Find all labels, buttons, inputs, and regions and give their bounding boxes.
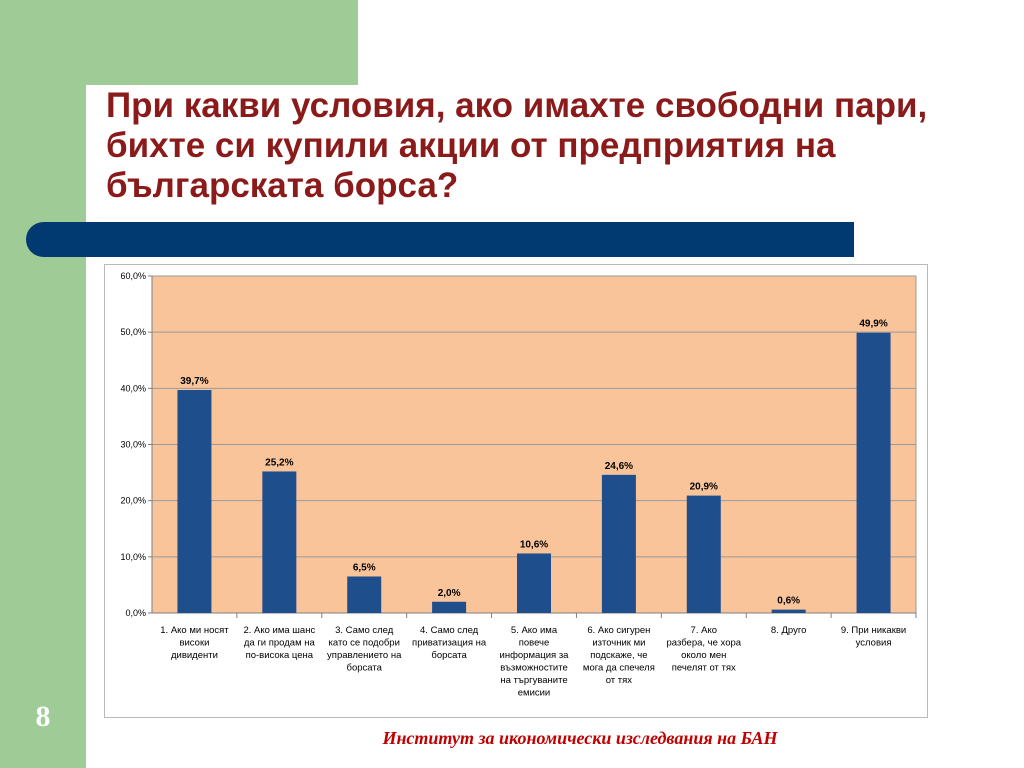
category-label-line: емисии xyxy=(518,688,551,699)
data-label: 0,6% xyxy=(777,596,800,607)
category-label-line: подскаже, че xyxy=(590,650,647,661)
category-label-line: приватизация на xyxy=(412,638,487,649)
category-label-line: 3. Само след xyxy=(335,625,394,636)
bar-chart: 0,0% 10,0% 20,0% 30,0% 40,0% 50,0% 60,0% 39,7% 1… xyxy=(120,271,917,699)
slide-title: При какви условия, ако имахте свободни п… xyxy=(106,86,966,206)
data-label: 6,5% xyxy=(353,562,376,573)
category-label: 1. Ако ми носят високи дивиденти xyxy=(160,625,229,661)
bar xyxy=(517,553,551,613)
bar xyxy=(601,474,636,613)
category-label-line: печелят от тях xyxy=(672,663,736,674)
footer-institution: Институт за икономически изследвания на … xyxy=(382,728,778,748)
data-label: 39,7% xyxy=(180,376,208,387)
category-label-line: да ги продам на xyxy=(244,638,316,649)
category-label-line: възможностите xyxy=(500,663,568,674)
category-label: 8. Друго xyxy=(771,625,806,636)
y-tick-label: 0,0% xyxy=(125,608,146,618)
category-label-line: 8. Друго xyxy=(771,625,806,636)
y-tick-label: 40,0% xyxy=(120,383,146,393)
title-line: българската борса? xyxy=(106,166,459,205)
bar xyxy=(177,390,212,613)
category-label: 9. При никакви условия xyxy=(841,625,906,649)
data-label: 2,0% xyxy=(438,588,461,599)
title-line: При какви условия, ако имахте свободни п… xyxy=(106,86,928,125)
title-line: бихте си купили акции от предприятия на xyxy=(106,126,836,165)
bar xyxy=(686,495,721,613)
data-label: 20,9% xyxy=(690,482,718,493)
bar xyxy=(347,576,382,613)
category-label-line: източник ми xyxy=(592,638,645,649)
category-label-line: 4. Само след xyxy=(420,625,479,636)
category-label-line: 1. Ако ми носят xyxy=(160,625,229,636)
bar xyxy=(432,601,467,613)
bar xyxy=(262,471,297,613)
category-label: 6. Ако сигурен източник ми подскаже, че мог… xyxy=(583,625,655,686)
category-label-line: 9. При никакви xyxy=(841,625,906,636)
y-tick-label: 30,0% xyxy=(120,440,146,450)
category-label-line: информация за xyxy=(500,650,570,661)
data-label: 24,6% xyxy=(605,461,633,472)
category-label-line: борсата xyxy=(431,650,467,661)
category-label: 2. Ако има шанс да ги продам на по-висока … xyxy=(243,625,315,661)
bar xyxy=(771,609,806,613)
category-label-line: разбера, че хора xyxy=(667,638,742,649)
y-tick-label: 10,0% xyxy=(120,552,146,562)
side-decoration-strip xyxy=(0,0,86,768)
category-label-line: около мен xyxy=(681,650,726,661)
category-label-line: високи xyxy=(179,638,209,649)
category-label-line: на търгуваните xyxy=(500,675,567,686)
data-label: 25,2% xyxy=(265,457,293,468)
category-label-line: 6. Ако сигурен xyxy=(587,625,650,636)
category-label-line: 2. Ако има шанс xyxy=(243,625,315,636)
category-label-line: от тях xyxy=(606,675,633,686)
y-tick-label: 20,0% xyxy=(120,496,146,506)
category-label-line: като се подобри xyxy=(329,638,400,649)
top-decoration-block xyxy=(86,0,358,85)
category-label-line: 5. Ако има xyxy=(511,625,558,636)
data-label: 49,9% xyxy=(859,319,887,330)
y-tick-label: 50,0% xyxy=(120,327,146,337)
category-label-line: условия xyxy=(856,638,892,649)
category-label: 4. Само след приватизация на борсата xyxy=(412,625,487,661)
category-label: 7. Ако разбера, че хора около мен печелят о… xyxy=(667,625,742,674)
chart-frame: 0,0% 10,0% 20,0% 30,0% 40,0% 50,0% 60,0% 39,7% 1… xyxy=(104,264,928,718)
category-label-line: мога да спечеля xyxy=(583,663,655,674)
category-label-line: повече xyxy=(519,638,550,649)
category-label-line: управлението на xyxy=(327,650,402,661)
y-tick-label: 60,0% xyxy=(120,271,146,281)
accent-band xyxy=(26,222,854,257)
category-label: 5. Ако има повече информация за възможности… xyxy=(500,625,570,699)
category-label-line: 7. Ако xyxy=(691,625,717,636)
data-label: 10,6% xyxy=(520,539,548,550)
category-label: 3. Само след като се подобри управлението … xyxy=(327,625,402,674)
category-label-line: дивиденти xyxy=(171,650,218,661)
page-number: 8 xyxy=(35,700,51,733)
bar xyxy=(856,332,891,613)
category-label-line: борсата xyxy=(347,663,383,674)
category-label-line: по-висока цена xyxy=(246,650,314,661)
